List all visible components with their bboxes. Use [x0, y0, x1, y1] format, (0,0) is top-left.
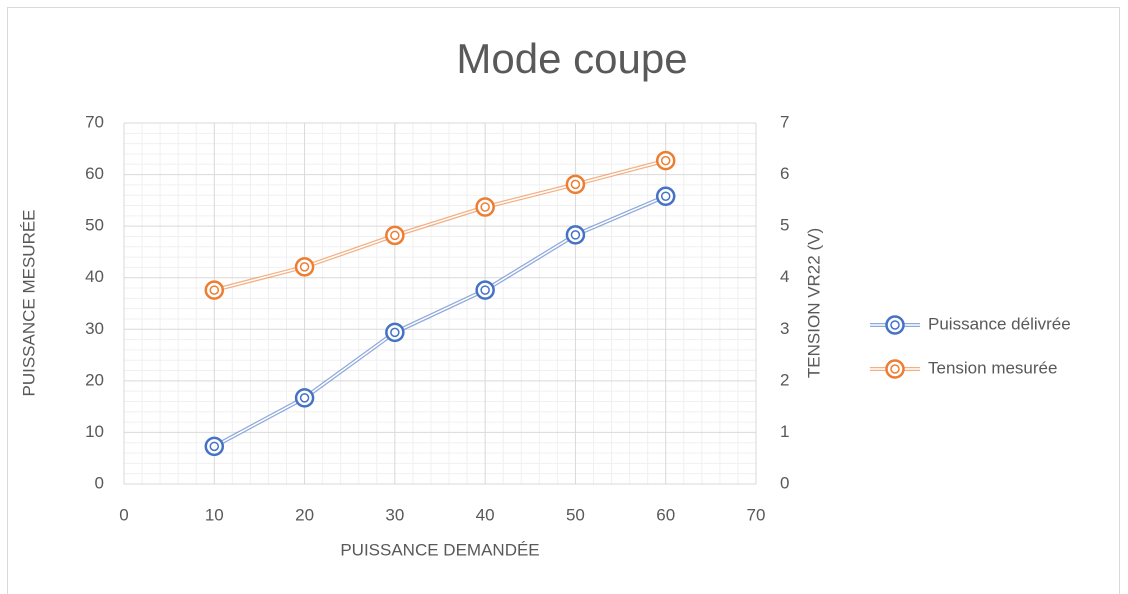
marker-inner [570, 230, 581, 240]
marker-inner [299, 393, 310, 403]
marker [294, 257, 315, 277]
y2-tick-label: 4 [780, 267, 789, 286]
x-axis-label: PUISSANCE DEMANDÉE [340, 540, 539, 559]
x-tick-label: 60 [656, 505, 675, 524]
marker [294, 388, 315, 408]
y2-tick-label: 0 [780, 473, 789, 492]
series-line-inner [214, 159, 666, 291]
marker-inner [209, 441, 220, 452]
marker [385, 225, 405, 246]
marker-inner [209, 285, 220, 295]
y-tick-label: 40 [85, 267, 104, 286]
marker-inner [299, 262, 310, 272]
x-tick-label: 0 [119, 505, 128, 524]
legend-marker-inner [890, 364, 900, 374]
legend-marker [885, 315, 905, 335]
legend-label: Tension mesurée [928, 358, 1057, 377]
marker-inner [480, 202, 490, 212]
marker [655, 186, 676, 206]
marker-inner [570, 179, 581, 190]
x-tick-label: 30 [385, 505, 404, 524]
legend-label: Puissance délivrée [928, 314, 1071, 333]
x-tick-label: 20 [295, 505, 314, 524]
x-tick-label: 10 [205, 505, 224, 524]
legend-marker [885, 359, 905, 379]
marker [475, 280, 495, 300]
x-tick-label: 40 [476, 505, 495, 524]
chart-frame [7, 7, 1120, 594]
marker [204, 436, 225, 457]
y2-tick-label: 3 [780, 319, 789, 338]
y-tick-label: 30 [85, 319, 104, 338]
y-tick-label: 50 [85, 216, 104, 235]
marker [385, 322, 405, 343]
y-axis-label: PUISSANCE MESURÉE [19, 209, 38, 396]
y-tick-label: 0 [95, 473, 104, 492]
series-line-inner [213, 195, 667, 448]
y2-tick-label: 1 [780, 422, 789, 441]
marker [655, 150, 676, 171]
y-tick-label: 20 [85, 370, 104, 389]
marker-inner [390, 327, 400, 338]
y2-tick-label: 6 [780, 164, 789, 183]
y2-tick-label: 2 [780, 370, 789, 389]
y-tick-label: 70 [85, 112, 104, 131]
chart-title: Mode coupe [456, 35, 687, 82]
y2-axis-label: TENSION VR22 (V) [804, 228, 823, 378]
y2-tick-label: 7 [780, 112, 789, 131]
legend-marker-inner [890, 320, 900, 330]
x-tick-label: 50 [566, 505, 585, 524]
marker [565, 225, 586, 245]
y2-tick-label: 5 [780, 216, 789, 235]
marker-inner [660, 191, 671, 201]
marker [475, 197, 495, 217]
x-tick-label: 70 [747, 505, 766, 524]
marker [204, 280, 225, 300]
marker-inner [390, 230, 400, 241]
marker [565, 174, 586, 195]
y-tick-label: 60 [85, 164, 104, 183]
marker-inner [480, 285, 490, 295]
y-tick-label: 10 [85, 422, 104, 441]
marker-inner [660, 155, 671, 166]
